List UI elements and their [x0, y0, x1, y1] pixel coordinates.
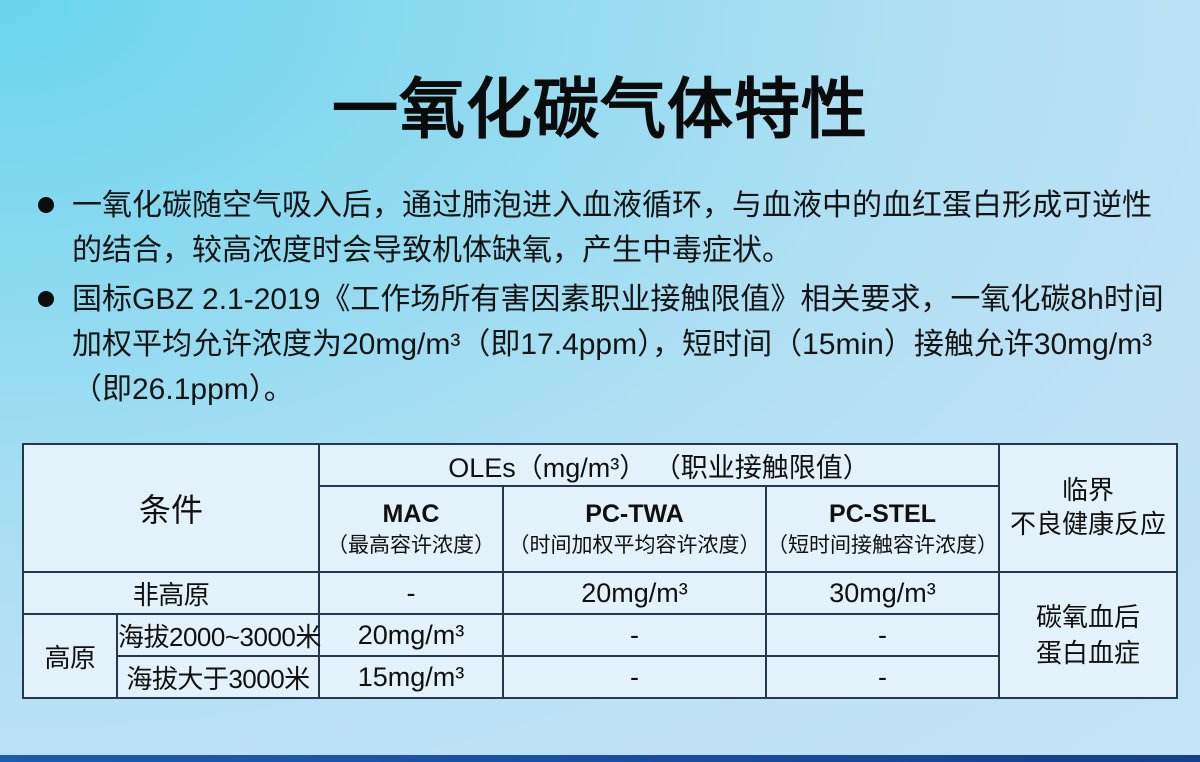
- cell-mac: 15mg/m³: [318, 655, 505, 699]
- cell-condition: 非高原: [21, 571, 321, 615]
- cell-condition: 海拔2000~3000米: [115, 613, 321, 657]
- cell-pcstel: -: [765, 613, 1001, 657]
- bullet-text: 一氧化碳随空气吸入后，通过肺泡进入血液循环，与血液中的血红蛋白形成可逆性的结合，…: [72, 189, 1152, 267]
- header-oles: OLEs（mg/m³） （职业接触限值）: [318, 443, 1001, 487]
- table-row: 非高原 - 20mg/m³ 30mg/m³ 碳氧血后 蛋白血症: [21, 571, 1179, 699]
- list-item: 国标GBZ 2.1-2019《工作场所有害因素职业接触限值》相关要求，一氧化碳8…: [38, 277, 1178, 412]
- table-row: 高原 海拔2000~3000米 20mg/m³ - -: [22, 613, 1177, 699]
- header-mac-abbr: MAC: [382, 499, 440, 528]
- cell-critical-effect: 碳氧血后 蛋白血症: [998, 571, 1179, 699]
- cell-pcstel: -: [765, 655, 1001, 699]
- table-row: 海拔大于3000米 15mg/m³ - -: [23, 655, 1177, 699]
- bullet-list: 一氧化碳随空气吸入后，通过肺泡进入血液循环，与血液中的血红蛋白形成可逆性的结合，…: [38, 183, 1178, 416]
- cell-pcstel: 30mg/m³: [765, 571, 1001, 615]
- cell-mac: 20mg/m³: [318, 613, 505, 657]
- bullet-text: 国标GBZ 2.1-2019《工作场所有害因素职业接触限值》相关要求，一氧化碳8…: [72, 283, 1164, 406]
- header-mac-sub: （最高容许浓度）: [327, 533, 496, 557]
- cell-group: 高原: [22, 613, 118, 699]
- critical-effect-line2: 蛋白血症: [1036, 638, 1141, 668]
- exposure-limits-table-wrap: 条件 OLEs（mg/m³） （职业接触限值） 临界 不良健康反应 MAC （最…: [21, 443, 1179, 699]
- header-critical-effect: 临界 不良健康反应: [998, 443, 1179, 573]
- header-condition: 条件: [21, 443, 321, 573]
- cell-pctwa: -: [502, 613, 768, 657]
- page-title: 一氧化碳气体特性: [332, 72, 868, 146]
- header-pctwa-sub: （时间加权平均容许浓度）: [508, 533, 761, 557]
- bullet-icon: [38, 291, 54, 307]
- bottom-accent-bar: [0, 755, 1200, 762]
- cell-condition: 海拔大于3000米: [115, 655, 321, 699]
- cell-pctwa: -: [502, 655, 768, 699]
- header-pcstel: PC-STEL （短时间接触容许浓度）: [765, 485, 1001, 573]
- header-pcstel-sub: （短时间接触容许浓度）: [767, 533, 999, 557]
- header-critical-line2: 不良健康反应: [1010, 509, 1167, 539]
- bullet-icon: [38, 197, 54, 213]
- header-pctwa-abbr: PC-TWA: [585, 499, 684, 528]
- critical-effect-line1: 碳氧血后: [1036, 601, 1141, 632]
- header-pcstel-abbr: PC-STEL: [829, 499, 936, 528]
- table-header-row-1: 条件 OLEs（mg/m³） （职业接触限值） 临界 不良健康反应: [21, 443, 1179, 573]
- header-mac: MAC （最高容许浓度）: [318, 485, 505, 573]
- list-item: 一氧化碳随空气吸入后，通过肺泡进入血液循环，与血液中的血红蛋白形成可逆性的结合，…: [38, 183, 1178, 273]
- header-critical-line1: 临界: [1062, 475, 1115, 506]
- cell-pctwa: 20mg/m³: [502, 571, 768, 615]
- exposure-limits-table: 条件 OLEs（mg/m³） （职业接触限值） 临界 不良健康反应 MAC （最…: [21, 443, 1179, 699]
- table-header-row-2: MAC （最高容许浓度） PC-TWA （时间加权平均容许浓度） PC-STEL…: [23, 485, 1177, 573]
- header-pctwa: PC-TWA （时间加权平均容许浓度）: [502, 485, 768, 573]
- cell-mac: -: [318, 571, 505, 615]
